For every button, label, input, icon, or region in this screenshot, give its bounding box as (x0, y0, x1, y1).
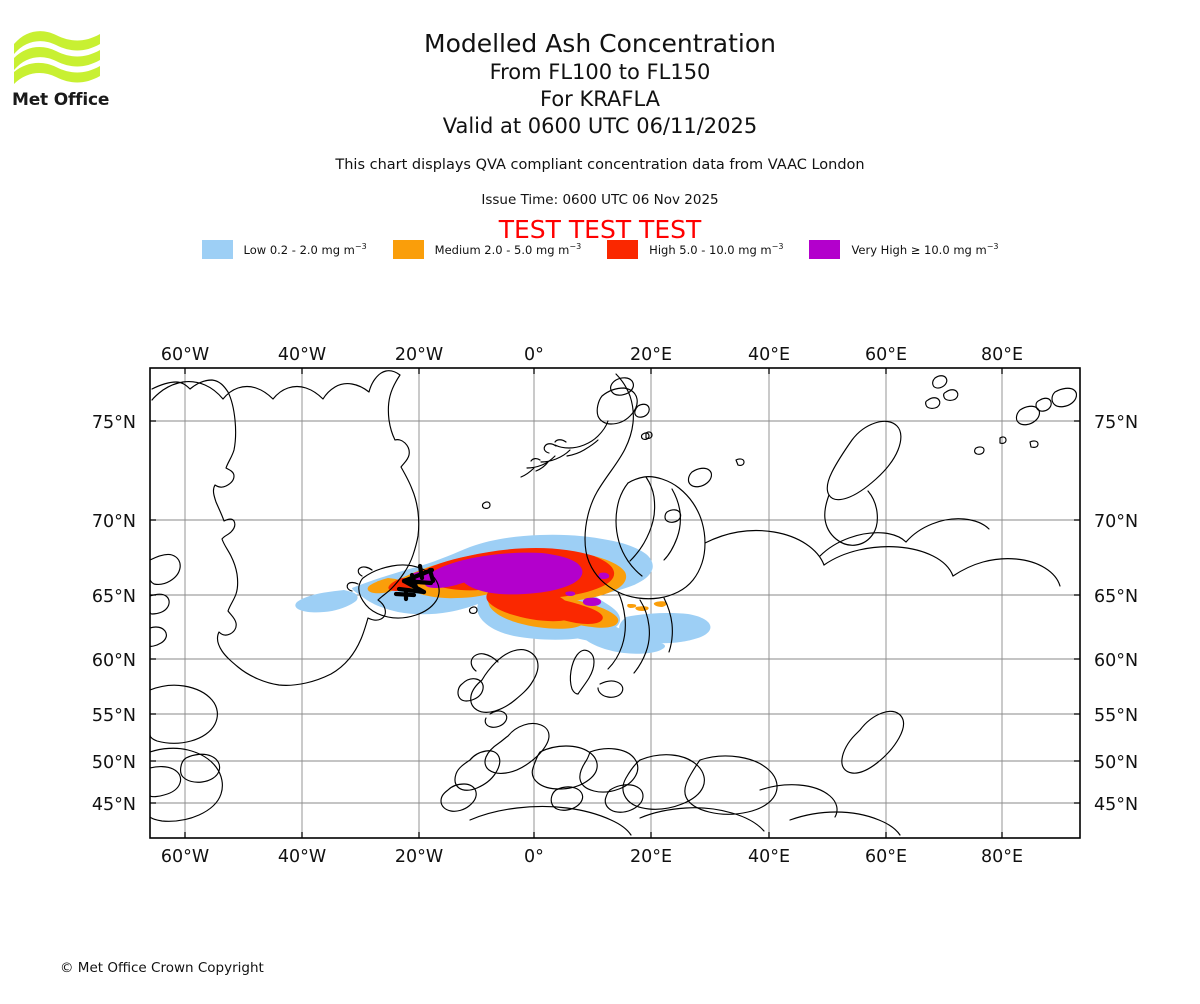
x-tick-label-top-5: 40°E (748, 345, 790, 365)
volcano-source-marker (393, 563, 436, 602)
x-tick-label-bottom-6: 60°E (865, 847, 907, 867)
copyright-text: © Met Office Crown Copyright (60, 960, 264, 976)
x-tick-label-bottom-1: 40°W (278, 847, 326, 867)
legend-swatch-very-high (809, 240, 841, 259)
valid-time-line: Valid at 0600 UTC 06/11/2025 (442, 114, 758, 138)
y-axis-labels-left: 75°N 70°N 65°N 60°N 55°N 50°N 45°N (92, 413, 136, 815)
x-tick-label-bottom-5: 40°E (748, 847, 790, 867)
y-axis-labels-right: 75°N 70°N 65°N 60°N 55°N 50°N 45°N (1094, 413, 1138, 815)
legend-label-low: Low 0.2 - 2.0 mg m−3 (243, 242, 367, 257)
met-office-logo (12, 26, 122, 110)
x-tick-label-bottom-3: 0° (524, 847, 544, 867)
x-tick-label-top-2: 20°W (395, 345, 443, 365)
y-tick-label-left-6: 45°N (92, 795, 136, 815)
legend-label-very-high: Very High ≥ 10.0 mg m−3 (851, 242, 999, 257)
flight-level-line: From FL100 to FL150 (489, 60, 711, 84)
map-content (150, 370, 1078, 836)
disclaimer-text: This chart displays QVA compliant concen… (335, 157, 865, 173)
y-tick-label-right-1: 70°N (1094, 512, 1138, 532)
y-tick-label-right-4: 55°N (1094, 706, 1138, 726)
x-tick-label-top-4: 20°E (630, 345, 672, 365)
ash-plume-very-high (410, 552, 610, 606)
legend-label-medium: Medium 2.0 - 5.0 mg m−3 (434, 242, 582, 257)
y-tick-label-right-0: 75°N (1094, 413, 1138, 433)
test-banner: TEST TEST TEST (498, 215, 702, 244)
x-axis-labels-top: 60°W 40°W 20°W 0° 20°E 40°E 60°E 80°E (161, 345, 1023, 365)
x-axis-labels-bottom: 60°W 40°W 20°W 0° 20°E 40°E 60°E 80°E (161, 847, 1023, 867)
axis-ticks (150, 368, 1080, 838)
x-tick-label-top-0: 60°W (161, 345, 209, 365)
page-title: Modelled Ash Concentration (424, 29, 776, 58)
map-gridlines (150, 368, 1080, 838)
y-tick-label-right-5: 50°N (1094, 753, 1138, 773)
map-frame (149, 367, 1081, 839)
legend-swatch-low (201, 240, 233, 259)
brand-name: Met Office (12, 90, 110, 110)
y-tick-label-right-3: 60°N (1094, 651, 1138, 671)
legend-swatch-medium (392, 240, 424, 259)
x-tick-label-top-7: 80°E (981, 345, 1023, 365)
issue-time-text: Issue Time: 0600 UTC 06 Nov 2025 (481, 192, 719, 208)
x-tick-label-top-1: 40°W (278, 345, 326, 365)
legend-label-high: High 5.0 - 10.0 mg m−3 (649, 242, 784, 257)
y-tick-label-left-2: 65°N (92, 587, 136, 607)
legend-swatch-high (607, 240, 639, 259)
x-tick-label-bottom-7: 80°E (981, 847, 1023, 867)
coastlines (150, 370, 1078, 836)
met-office-wave-logo (14, 31, 100, 84)
x-tick-label-bottom-2: 20°W (395, 847, 443, 867)
legend-item-low: Low 0.2 - 2.0 mg m−3 (201, 240, 367, 259)
y-tick-label-right-6: 45°N (1094, 795, 1138, 815)
title-block: Modelled Ash Concentration From FL100 to… (0, 28, 1200, 140)
y-tick-label-left-3: 60°N (92, 651, 136, 671)
concentration-legend: Low 0.2 - 2.0 mg m−3 Medium 2.0 - 5.0 mg… (0, 240, 1200, 259)
legend-item-high: High 5.0 - 10.0 mg m−3 (607, 240, 783, 259)
x-tick-label-bottom-4: 20°E (630, 847, 672, 867)
y-tick-label-right-2: 65°N (1094, 587, 1138, 607)
y-tick-label-left-5: 50°N (92, 753, 136, 773)
x-tick-label-top-3: 0° (524, 345, 544, 365)
y-tick-label-left-1: 70°N (92, 512, 136, 532)
legend-item-medium: Medium 2.0 - 5.0 mg m−3 (392, 240, 582, 259)
legend-item-very-high: Very High ≥ 10.0 mg m−3 (809, 240, 998, 259)
volcano-line: For KRAFLA (540, 87, 660, 111)
y-tick-label-left-4: 55°N (92, 706, 136, 726)
y-tick-label-left-0: 75°N (92, 413, 136, 433)
x-tick-label-top-6: 60°E (865, 345, 907, 365)
x-tick-label-bottom-0: 60°W (161, 847, 209, 867)
